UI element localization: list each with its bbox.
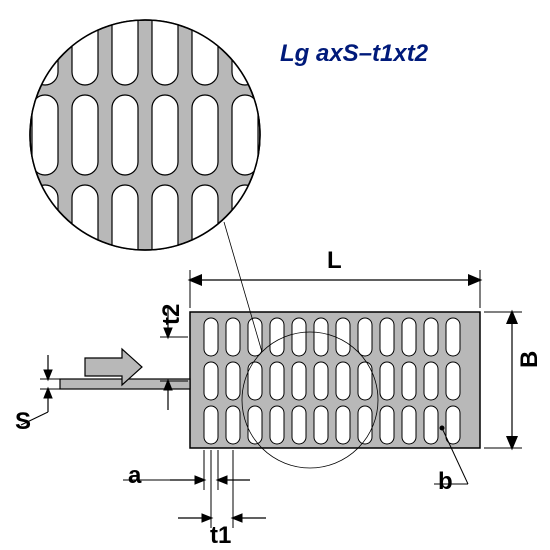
detail-slot (152, 95, 178, 175)
slot (424, 406, 438, 444)
slot (226, 318, 240, 356)
slot (248, 406, 262, 444)
slot (380, 406, 394, 444)
slot (358, 318, 372, 356)
slot (292, 406, 306, 444)
slot (380, 362, 394, 400)
dim-B (484, 312, 522, 448)
detail-slot (112, 185, 138, 265)
slot (270, 318, 284, 356)
slot (336, 318, 350, 356)
slot (336, 406, 350, 444)
slot (446, 406, 460, 444)
slot (314, 362, 328, 400)
slot (402, 406, 416, 444)
formula-title: Lg axS–t1xt2 (280, 40, 428, 68)
slot (292, 362, 306, 400)
slot (204, 406, 218, 444)
detail-slot (32, 185, 58, 265)
slot (314, 318, 328, 356)
slot (292, 318, 306, 356)
detail-slot (192, 185, 218, 265)
label-B: B (516, 351, 544, 368)
diagram-svg (0, 0, 550, 550)
perforated-sheet (190, 312, 480, 448)
label-a: a (128, 462, 141, 490)
label-t2: t2 (158, 304, 186, 325)
slot (248, 318, 262, 356)
dim-L (190, 270, 480, 308)
detail-slot (32, 5, 58, 85)
label-L: L (327, 247, 342, 275)
detail-slot (32, 95, 58, 175)
detail-slot (232, 95, 258, 175)
slot (402, 362, 416, 400)
slot (402, 318, 416, 356)
slot (446, 318, 460, 356)
slot (226, 362, 240, 400)
detail-slot (152, 185, 178, 265)
slot (446, 362, 460, 400)
slot (270, 406, 284, 444)
dim-a (123, 450, 250, 490)
slot (204, 362, 218, 400)
slot (424, 318, 438, 356)
detail-slot (72, 95, 98, 175)
slot (380, 318, 394, 356)
detail-slot (232, 5, 258, 85)
slot (358, 406, 372, 444)
label-t1: t1 (210, 522, 231, 550)
slot (270, 362, 284, 400)
detail-slot (72, 5, 98, 85)
slot (204, 318, 218, 356)
detail-slot (112, 95, 138, 175)
slot (226, 406, 240, 444)
label-b: b (438, 468, 453, 496)
detail-slot (192, 5, 218, 85)
slot (424, 362, 438, 400)
detail-slot (112, 5, 138, 85)
slot (314, 406, 328, 444)
detail-slot (152, 5, 178, 85)
dim-t1 (178, 450, 266, 528)
detail-slot (232, 185, 258, 265)
slot (336, 362, 350, 400)
detail-slot (192, 95, 218, 175)
detail-slot (72, 185, 98, 265)
label-S: S (15, 408, 31, 436)
